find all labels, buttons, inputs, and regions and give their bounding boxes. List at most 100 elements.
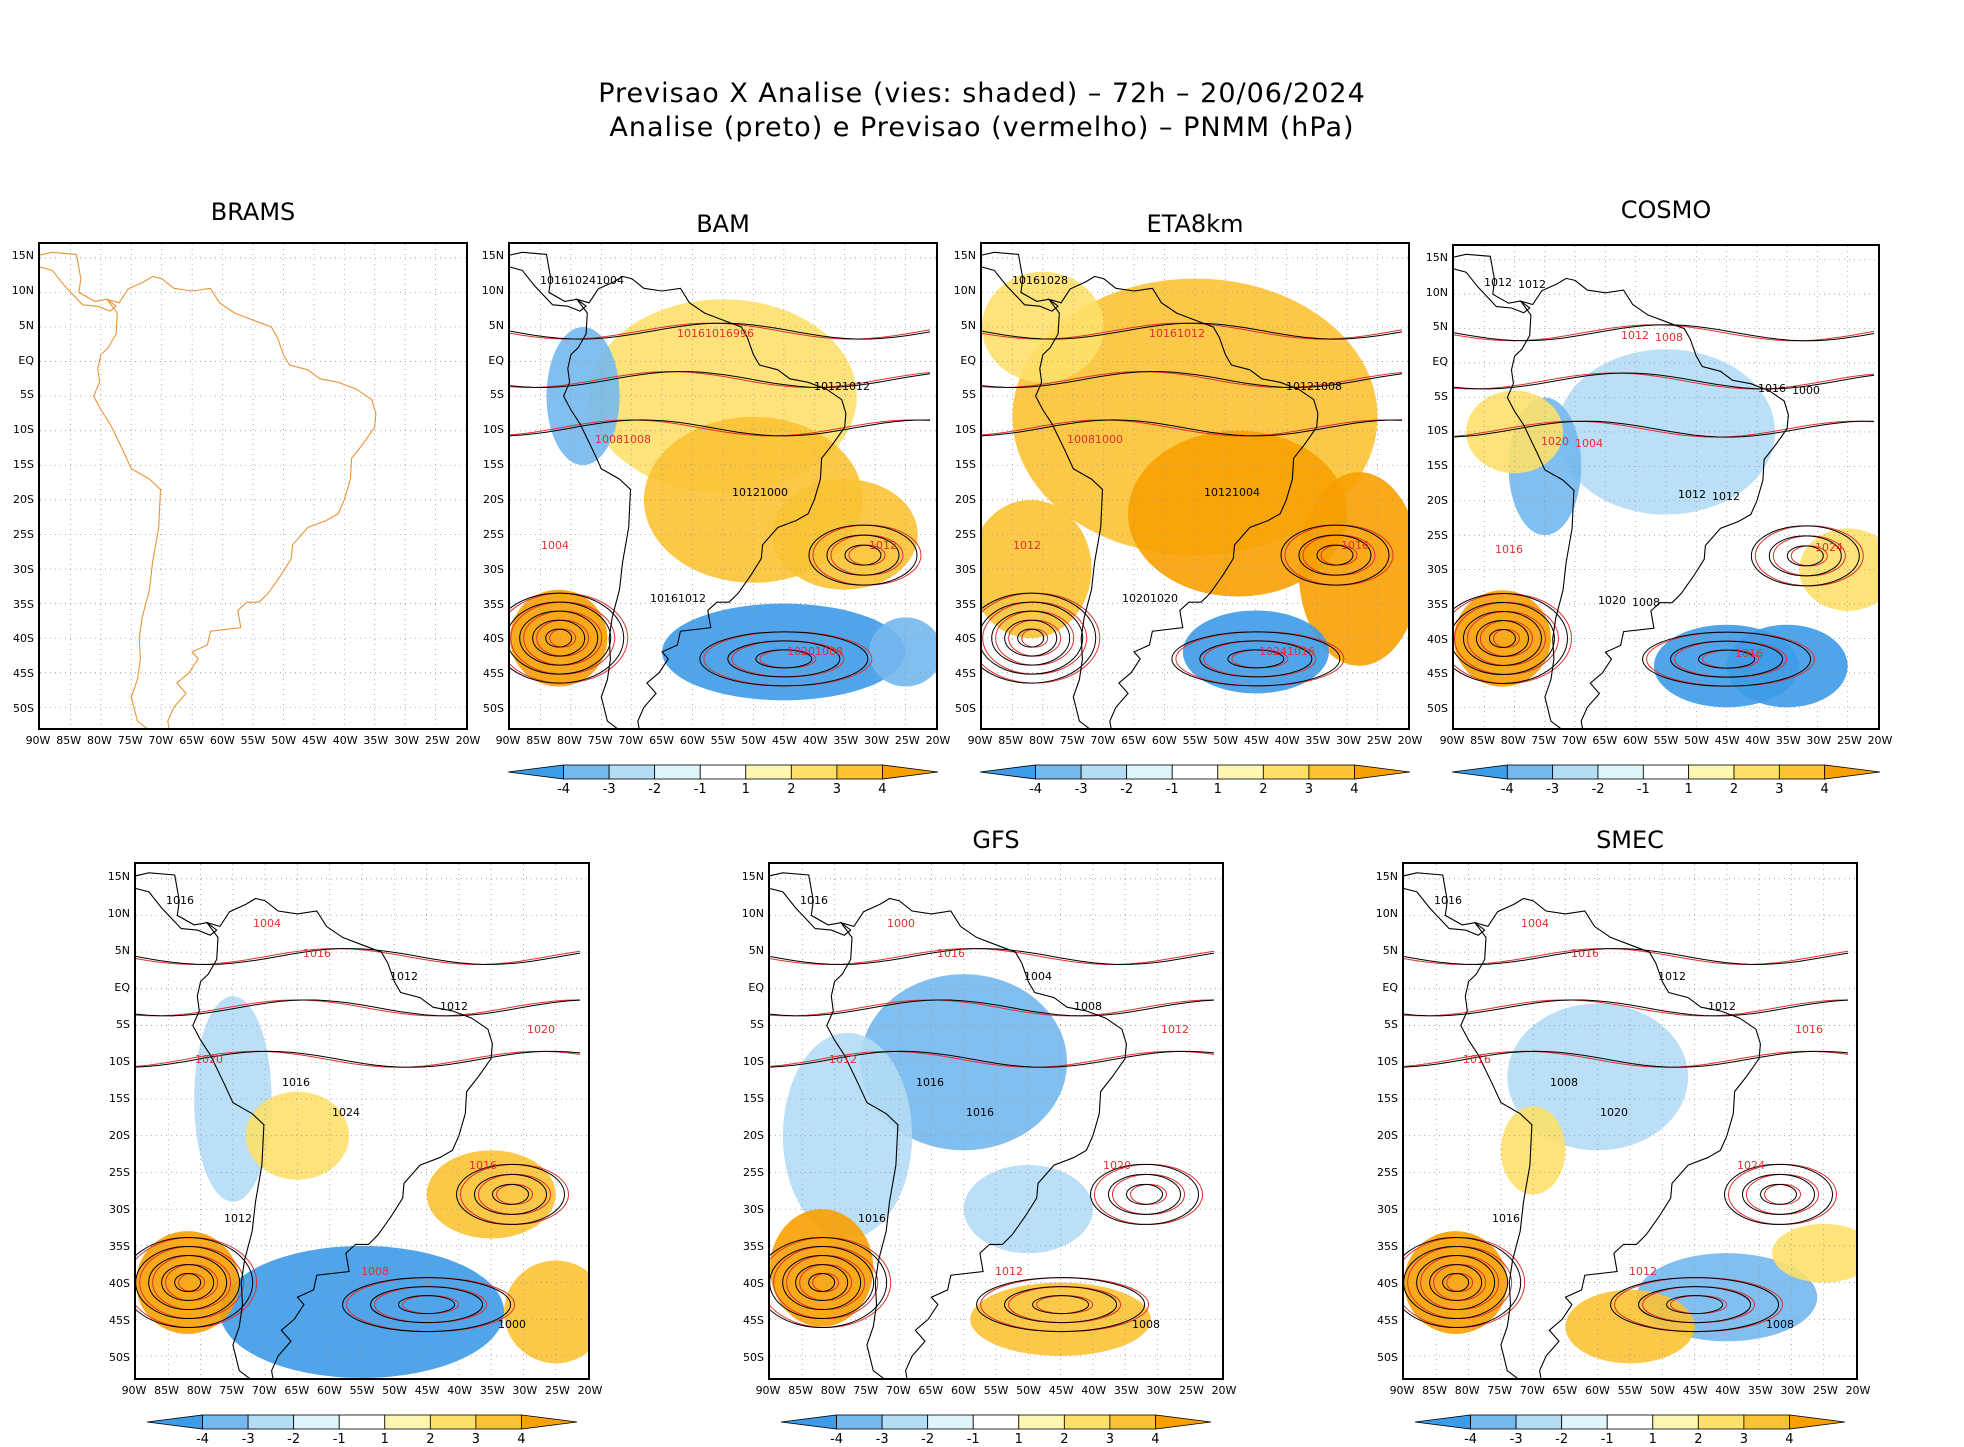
- map-canvas: 1016101610121008101210161020102410281012…: [982, 244, 1408, 728]
- bias-region: [136, 1231, 240, 1334]
- colorbar-segment: [1063, 1414, 1111, 1430]
- lon-label: 65W: [1552, 1384, 1578, 1397]
- map-frame-gfs: 1016 1016 1008 1012 1016 1020 1016 1012 1008 1000…: [768, 862, 1224, 1380]
- lon-label: 85W: [998, 734, 1024, 747]
- lat-label: 20S: [955, 492, 976, 506]
- lat-label: 10S: [743, 1054, 764, 1068]
- isobar-label: 1016: [677, 327, 705, 340]
- colorbar-label: -4: [830, 1432, 844, 1447]
- isobar-label: 1012: [1658, 970, 1686, 983]
- isobar-label: 1008: [595, 433, 623, 446]
- isobar-label: 1016: [282, 1076, 310, 1089]
- isobar-label: 1016: [1758, 382, 1786, 395]
- colorbar-label: -4: [1500, 782, 1514, 797]
- isobar-label: 1020: [1103, 1159, 1131, 1172]
- colorbar-label: -3: [875, 1432, 889, 1447]
- colorbar-segment: [745, 764, 792, 780]
- isobar-label: 1020: [1600, 1106, 1628, 1119]
- lat-label: 50S: [1427, 702, 1448, 716]
- colorbar: [1415, 1414, 1845, 1430]
- isobar-label: 1016: [705, 327, 733, 340]
- lon-label: 20W: [455, 734, 481, 747]
- lon-label: 70W: [885, 1384, 911, 1397]
- lat-label: 35S: [109, 1239, 130, 1253]
- lat-label: 35S: [1427, 598, 1448, 612]
- lon-label: 80W: [1500, 734, 1526, 747]
- colorbar: [1452, 764, 1880, 780]
- lon-label: 65W: [1592, 734, 1618, 747]
- colorbar-label: -1: [332, 1432, 346, 1447]
- lon-label: 25W: [1812, 1384, 1838, 1397]
- continent-outline: [1404, 872, 1761, 1378]
- panel-title-brams: BRAMS: [210, 198, 296, 226]
- lon-label: 35W: [1747, 1384, 1773, 1397]
- lon-label: 80W: [1454, 1384, 1480, 1397]
- bias-region: [869, 617, 936, 687]
- lon-label: 30W: [1780, 1384, 1806, 1397]
- isobar-label: 1028: [1040, 274, 1068, 287]
- colorbar: [781, 1414, 1211, 1430]
- lat-label: 40S: [743, 1276, 764, 1290]
- continent-outline: [982, 251, 1319, 728]
- colorbar-label: -4: [196, 1432, 210, 1447]
- isobar-labels: 1016 1016 1012 1016 1020 1024 1016 1012 1008 1004…: [1434, 894, 1823, 1331]
- lon-label: 20W: [577, 1384, 603, 1397]
- bias-region: [1454, 590, 1551, 687]
- isobar-label: 1024: [1815, 541, 1843, 554]
- isobar-label: 1012: [1177, 327, 1205, 340]
- lon-label: 50W: [1650, 1384, 1675, 1397]
- lat-label: 40S: [1427, 632, 1448, 646]
- isobar-label: 1012: [1678, 488, 1706, 501]
- colorbar-segment: [147, 1414, 203, 1430]
- isobar-label: 1000: [760, 486, 788, 499]
- lat-label: 10N: [11, 283, 34, 297]
- lat-label: 15S: [1427, 459, 1448, 473]
- lon-label: 80W: [1028, 734, 1054, 747]
- isobar-labels: 1012 1012 1016 1020 1012 1024 1020 1016 1012 1008…: [1484, 276, 1843, 660]
- lat-label: 15S: [955, 458, 976, 472]
- lon-label: 55W: [710, 734, 736, 747]
- lon-label: 60W: [1622, 734, 1648, 747]
- bias-shading: [770, 974, 1151, 1356]
- colorbar-label: 2: [1694, 1432, 1703, 1447]
- lon-label: 45W: [301, 734, 327, 747]
- colorbar-segment: [972, 1414, 1020, 1430]
- colorbar-segment: [1217, 764, 1264, 780]
- isobar-label: 1024: [1259, 645, 1287, 658]
- analysis-isobars: [1404, 948, 1849, 1333]
- colorbar-segment: [882, 764, 938, 780]
- isobar-label: 1016: [1149, 327, 1177, 340]
- colorbar-segment: [1561, 1414, 1608, 1430]
- map-frame-smec: 1016 1016 1012 1016 1020 1024 1016 1012 1008 1004…: [1402, 862, 1858, 1380]
- lat-label: 50S: [483, 702, 504, 716]
- isobar-labels: 1016 1016 1008 1012 1016 1020 1016 1012 1008 1000…: [800, 894, 1189, 1331]
- colorbar-label: 2: [1729, 782, 1739, 797]
- colorbar-segment: [1109, 1414, 1156, 1430]
- isobar-label: 1000: [1792, 384, 1820, 397]
- colorbar-label: 4: [1785, 1432, 1794, 1447]
- isobar-label: 1024: [568, 274, 596, 287]
- isobar-label: 1016: [1341, 539, 1369, 552]
- lat-label: 5S: [1384, 1017, 1398, 1031]
- lon-label: 75W: [219, 1384, 245, 1397]
- lon-label: 80W: [186, 1384, 212, 1397]
- lat-label: 5S: [750, 1017, 764, 1031]
- isobar-label: 1000: [498, 1318, 526, 1331]
- lat-label: 50S: [1377, 1350, 1398, 1364]
- lon-label: 20W: [1867, 734, 1893, 747]
- continent-outline: [136, 872, 493, 1378]
- map-canvas: 1012 1012 1016 1020 1012 1024 1020 1016 1012 1008…: [1454, 246, 1878, 728]
- lat-label: 5N: [114, 943, 130, 957]
- isobar-label: 1012: [1708, 1000, 1736, 1013]
- colorbar-segment: [836, 1414, 883, 1430]
- isobar-label: 1012: [1204, 486, 1232, 499]
- isobar-label: 1008: [815, 645, 843, 658]
- isobar-label: 1016: [937, 947, 965, 960]
- lat-label: 35S: [483, 597, 504, 611]
- bias-region: [1565, 1289, 1695, 1364]
- lon-label: 55W: [1617, 1384, 1643, 1397]
- lon-label: 80W: [556, 734, 582, 747]
- lon-label: 35W: [833, 734, 859, 747]
- colorbar-segment: [1597, 764, 1644, 780]
- isobar-label: 1016: [1492, 1212, 1520, 1225]
